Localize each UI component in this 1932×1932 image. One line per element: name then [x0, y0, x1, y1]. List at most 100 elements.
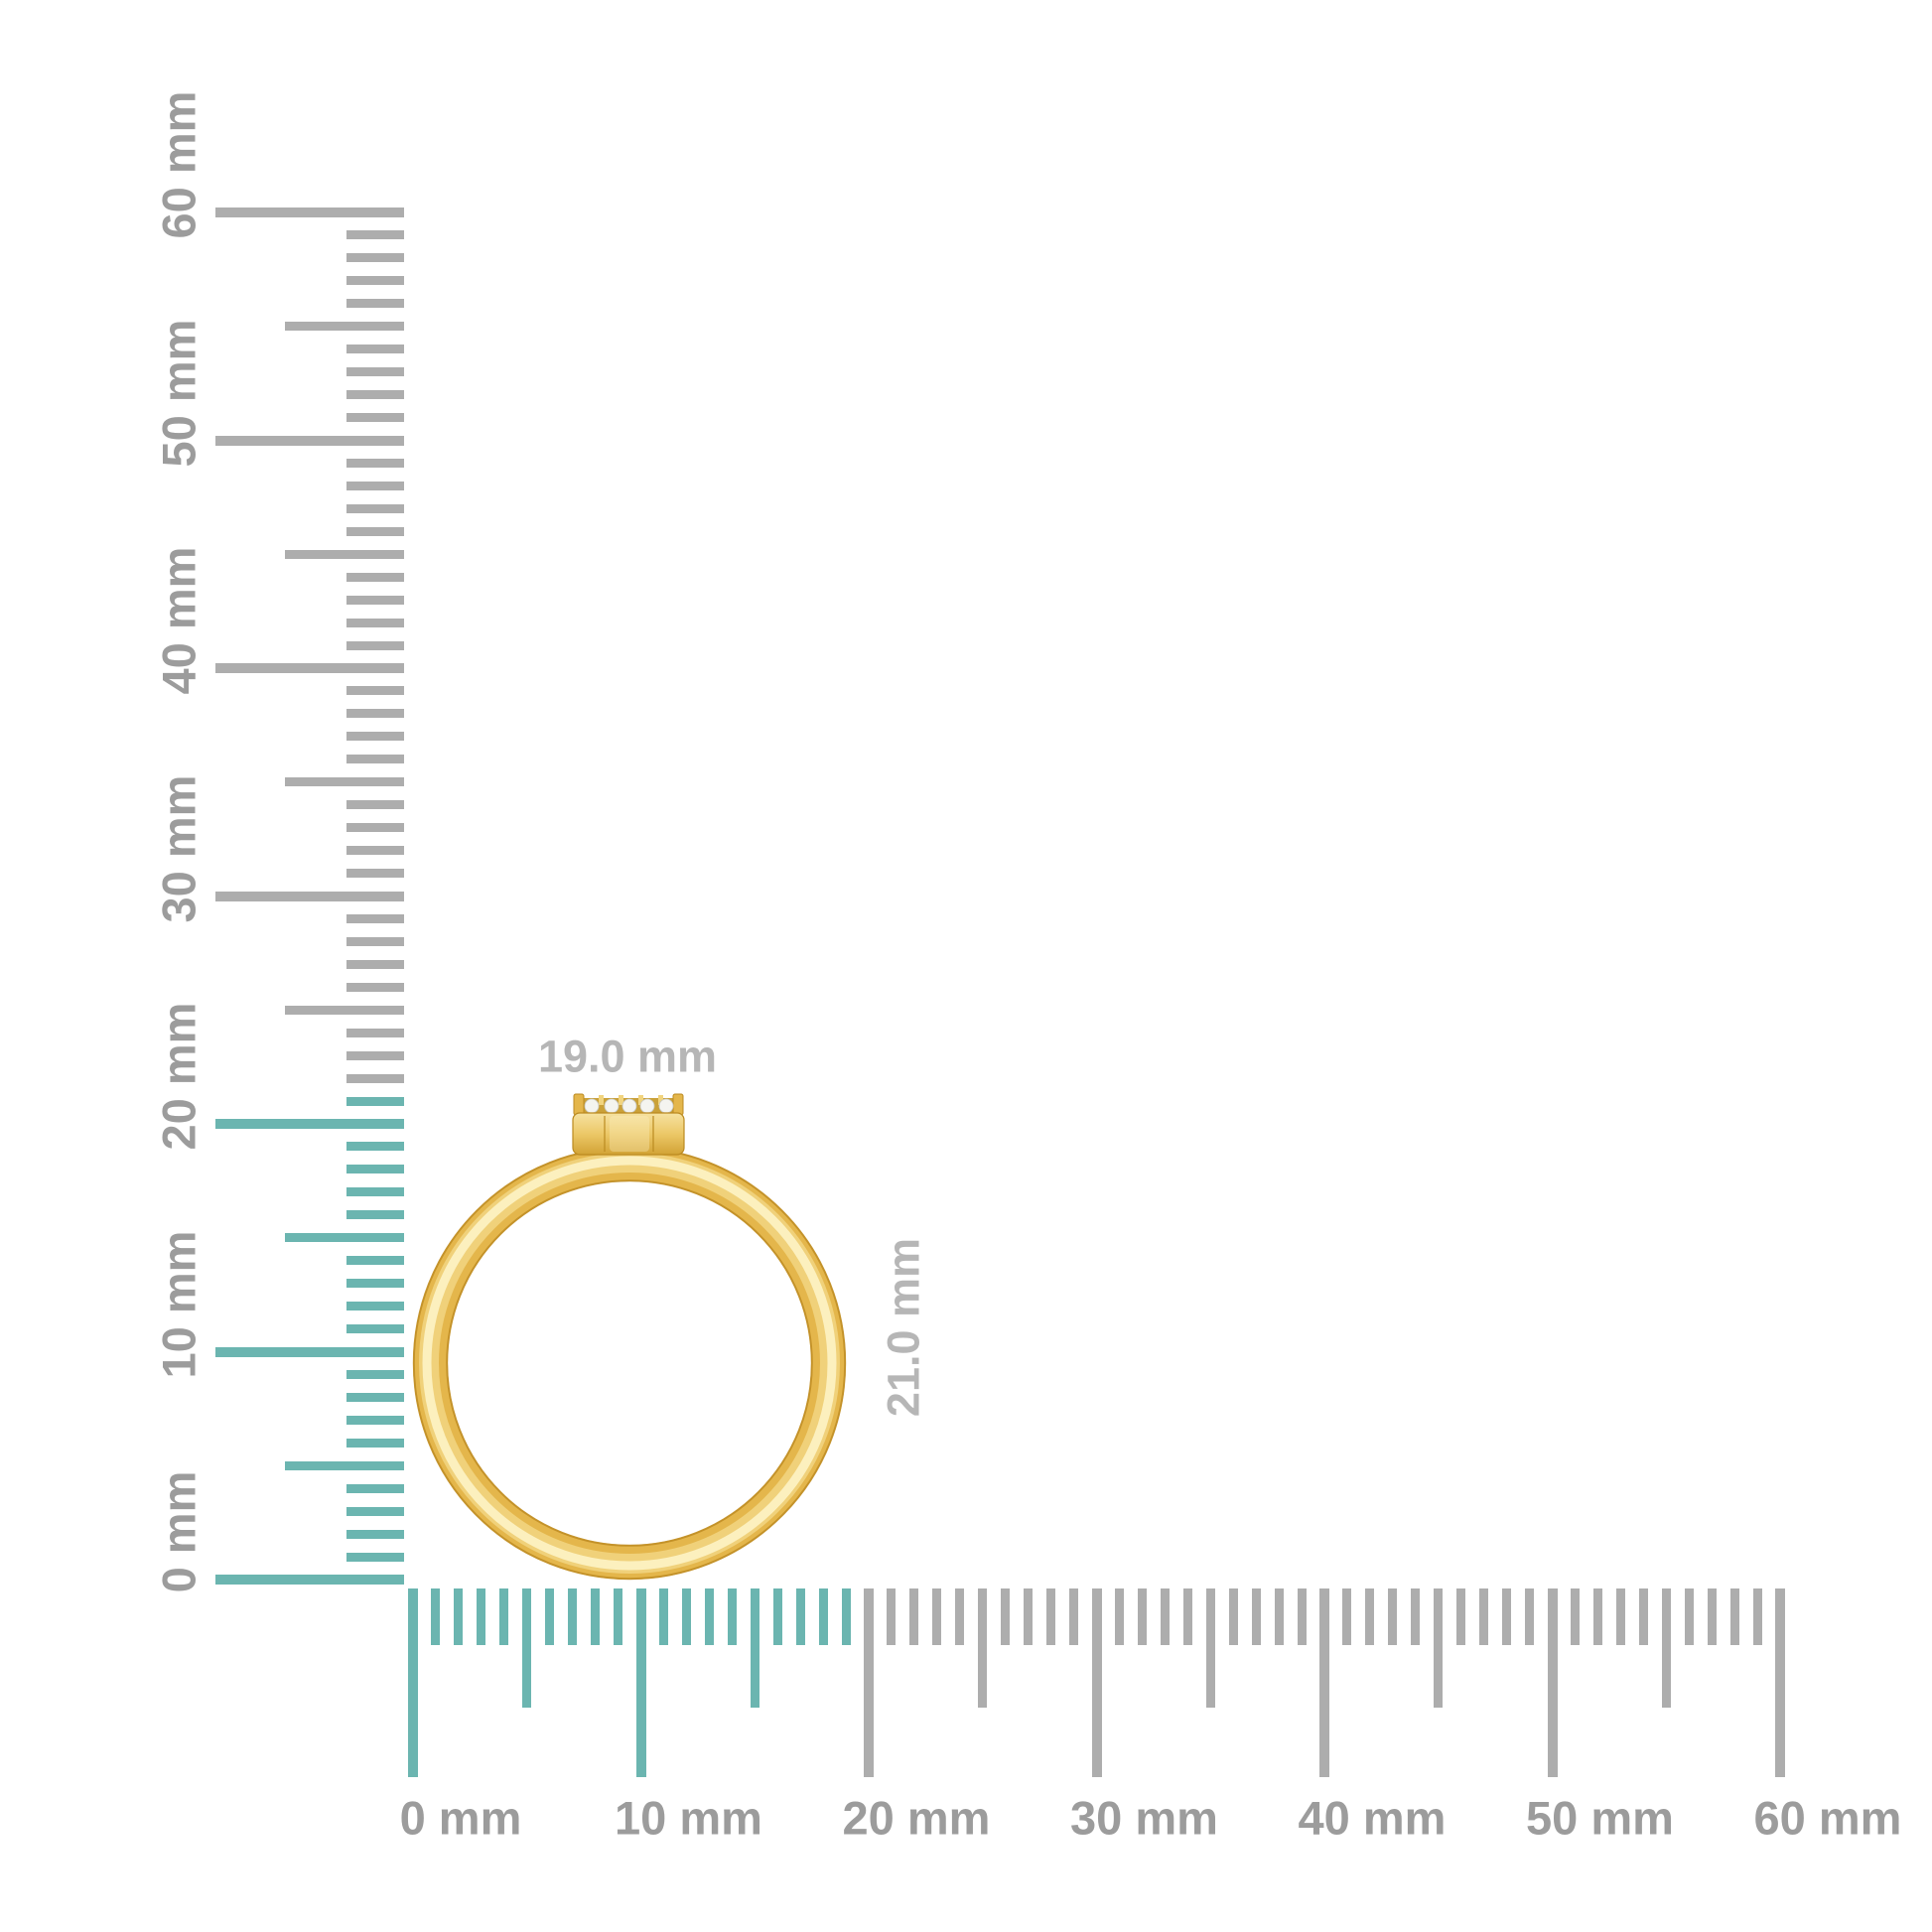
prong-nub: [658, 1095, 663, 1105]
h-tick-27mm: [1024, 1588, 1034, 1645]
h-tick-5mm: [522, 1588, 532, 1708]
h-tick-3mm: [477, 1588, 486, 1645]
diamond-stones: [584, 1098, 674, 1114]
h-ruler-label-10mm: 10 mm: [615, 1791, 762, 1845]
v-tick-53mm: [346, 367, 404, 377]
stone-strip: [576, 1098, 681, 1114]
v-tick-26mm: [346, 982, 404, 992]
v-tick-2mm: [346, 1529, 404, 1539]
v-tick-58mm: [346, 253, 404, 263]
v-tick-17mm: [346, 1187, 404, 1197]
h-tick-53mm: [1615, 1588, 1625, 1645]
h-tick-40mm: [1319, 1588, 1329, 1777]
v-tick-25mm: [285, 1005, 404, 1015]
h-ruler-label-20mm: 20 mm: [842, 1791, 991, 1845]
h-ruler-label-60mm: 60 mm: [1753, 1791, 1902, 1845]
h-tick-50mm: [1547, 1588, 1558, 1777]
prong-nub: [638, 1095, 643, 1105]
h-tick-45mm: [1434, 1588, 1444, 1708]
h-tick-12mm: [681, 1588, 691, 1645]
h-tick-29mm: [1069, 1588, 1079, 1645]
h-tick-54mm: [1638, 1588, 1648, 1645]
v-tick-12mm: [346, 1302, 404, 1311]
v-tick-1mm: [346, 1552, 404, 1562]
v-tick-34mm: [346, 800, 404, 810]
h-tick-4mm: [499, 1588, 509, 1645]
h-tick-21mm: [887, 1588, 897, 1645]
v-tick-13mm: [346, 1279, 404, 1289]
h-tick-17mm: [795, 1588, 805, 1645]
width-dimension-label: 19.0 mm: [537, 1031, 718, 1082]
v-tick-30mm: [215, 891, 404, 901]
band-base: [413, 1147, 846, 1580]
v-tick-10mm: [215, 1346, 404, 1357]
v-tick-4mm: [346, 1483, 404, 1493]
h-tick-23mm: [932, 1588, 942, 1645]
bezel-block: [572, 1112, 685, 1156]
h-tick-19mm: [841, 1588, 851, 1645]
height-dimension-label: 21.0 mm: [878, 1237, 929, 1418]
v-tick-0mm: [215, 1575, 404, 1585]
left-prong: [573, 1093, 585, 1116]
v-tick-22mm: [346, 1073, 404, 1083]
v-ruler-label-50mm: 50 mm: [152, 319, 206, 467]
h-tick-33mm: [1160, 1588, 1170, 1645]
v-tick-45mm: [285, 549, 404, 559]
bezel-highlight: [610, 1116, 649, 1152]
h-tick-42mm: [1365, 1588, 1375, 1645]
h-tick-22mm: [909, 1588, 919, 1645]
v-tick-9mm: [346, 1369, 404, 1379]
h-tick-13mm: [704, 1588, 714, 1645]
h-tick-47mm: [1479, 1588, 1489, 1645]
h-tick-32mm: [1137, 1588, 1147, 1645]
h-tick-44mm: [1411, 1588, 1421, 1645]
h-tick-41mm: [1342, 1588, 1352, 1645]
v-tick-19mm: [346, 1142, 404, 1152]
h-tick-30mm: [1091, 1588, 1102, 1777]
v-tick-52mm: [346, 390, 404, 400]
h-tick-2mm: [454, 1588, 464, 1645]
v-ruler-label-40mm: 40 mm: [152, 546, 206, 695]
h-tick-6mm: [545, 1588, 555, 1645]
h-ruler-label-40mm: 40 mm: [1298, 1791, 1447, 1845]
prong-nub: [619, 1095, 623, 1105]
v-tick-27mm: [346, 959, 404, 969]
h-tick-1mm: [431, 1588, 441, 1645]
h-tick-24mm: [955, 1588, 965, 1645]
v-ruler-label-0mm: 0 mm: [152, 1470, 206, 1593]
v-tick-51mm: [346, 413, 404, 423]
band-specular: [422, 1156, 837, 1571]
h-tick-55mm: [1661, 1588, 1671, 1708]
v-tick-28mm: [346, 936, 404, 946]
v-tick-8mm: [346, 1392, 404, 1402]
v-tick-57mm: [346, 276, 404, 286]
v-tick-16mm: [346, 1210, 404, 1220]
h-tick-37mm: [1251, 1588, 1261, 1645]
h-tick-20mm: [864, 1588, 874, 1777]
v-tick-59mm: [346, 230, 404, 240]
h-tick-18mm: [818, 1588, 828, 1645]
h-tick-46mm: [1456, 1588, 1466, 1645]
v-tick-5mm: [285, 1460, 404, 1470]
v-tick-56mm: [346, 299, 404, 309]
v-tick-33mm: [346, 823, 404, 833]
v-tick-11mm: [346, 1324, 404, 1334]
h-tick-31mm: [1114, 1588, 1124, 1645]
h-tick-35mm: [1205, 1588, 1215, 1708]
h-tick-11mm: [658, 1588, 668, 1645]
v-tick-54mm: [346, 345, 404, 354]
h-tick-38mm: [1274, 1588, 1284, 1645]
h-tick-15mm: [750, 1588, 759, 1708]
h-tick-48mm: [1502, 1588, 1512, 1645]
h-tick-59mm: [1752, 1588, 1762, 1645]
h-tick-60mm: [1775, 1588, 1785, 1777]
h-tick-8mm: [591, 1588, 601, 1645]
v-tick-47mm: [346, 503, 404, 513]
v-tick-55mm: [285, 322, 404, 332]
h-tick-26mm: [1001, 1588, 1011, 1645]
v-tick-38mm: [346, 709, 404, 719]
v-ruler-label-60mm: 60 mm: [152, 90, 206, 239]
v-tick-46mm: [346, 526, 404, 536]
